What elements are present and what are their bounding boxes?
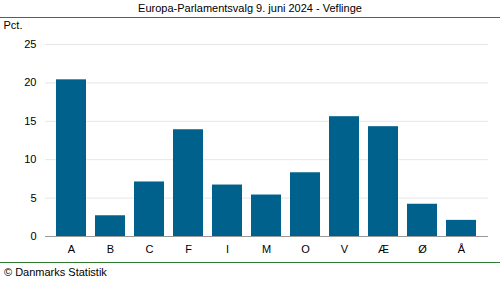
svg-text:A: A [68, 243, 76, 255]
svg-text:15: 15 [24, 115, 36, 127]
svg-text:Å: Å [458, 243, 466, 255]
svg-text:M: M [262, 243, 271, 255]
svg-text:0: 0 [30, 230, 36, 242]
svg-text:25: 25 [24, 38, 36, 50]
svg-text:10: 10 [24, 153, 36, 165]
svg-text:C: C [146, 243, 154, 255]
svg-text:V: V [341, 243, 349, 255]
svg-text:I: I [226, 243, 229, 255]
svg-text:Pct.: Pct. [4, 19, 23, 31]
svg-text:O: O [301, 243, 310, 255]
svg-text:B: B [107, 243, 114, 255]
svg-text:20: 20 [24, 76, 36, 88]
svg-text:F: F [185, 243, 192, 255]
svg-text:Æ: Æ [378, 243, 389, 255]
html-text:© Danmarks Statistik: © Danmarks Statistik [4, 266, 107, 278]
svg-text:5: 5 [30, 192, 36, 204]
html-text:Europa-Parlamentsvalg 9. juni: Europa-Parlamentsvalg 9. juni 2024 - Vef… [138, 2, 362, 14]
svg-text:Ø: Ø [418, 243, 427, 255]
